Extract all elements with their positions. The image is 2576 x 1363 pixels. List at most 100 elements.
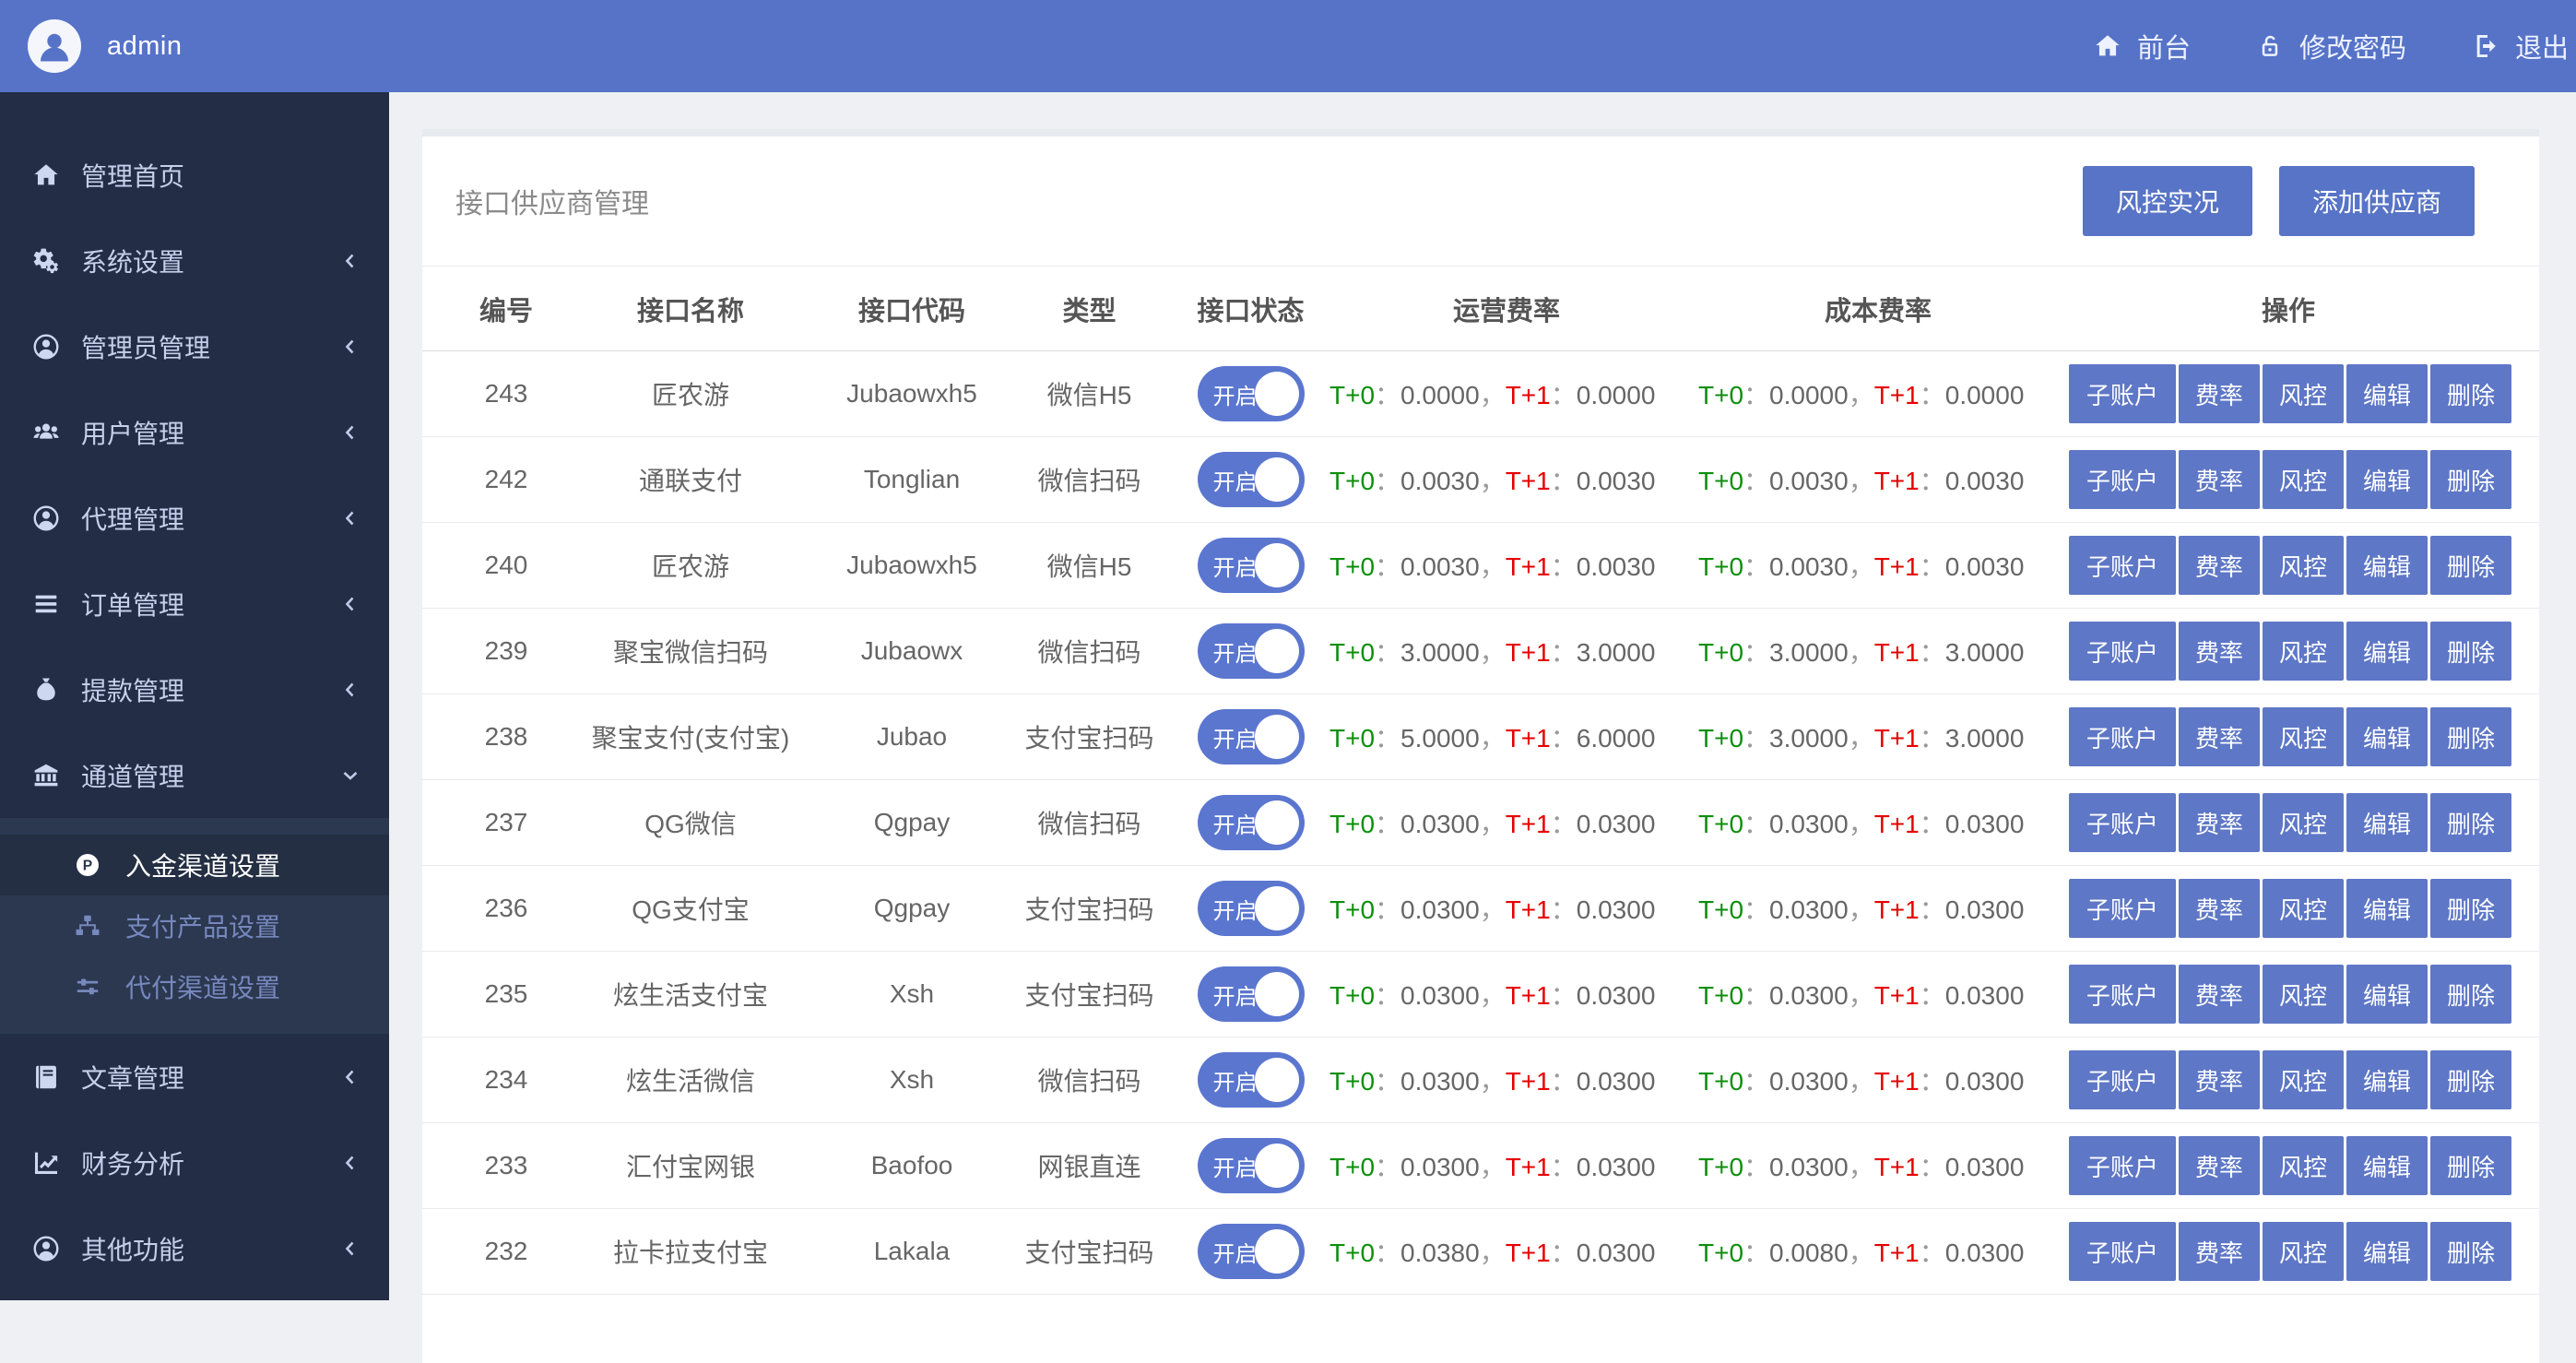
- actions-cell: 子账户 费率 风控 编辑 删除: [2065, 450, 2511, 509]
- interface-code: Tonglian: [863, 465, 961, 493]
- delete-button[interactable]: 删除: [2429, 1136, 2511, 1195]
- delete-button[interactable]: 删除: [2429, 707, 2511, 766]
- risk-control-button[interactable]: 风控: [2262, 965, 2344, 1024]
- risk-control-button[interactable]: 风控: [2262, 622, 2344, 681]
- edit-button[interactable]: 编辑: [2346, 1136, 2428, 1195]
- sidebar-item-channel-management[interactable]: 通道管理: [0, 732, 389, 818]
- sub-account-button[interactable]: 子账户: [2068, 1136, 2176, 1195]
- rate-button[interactable]: 费率: [2178, 707, 2260, 766]
- sidebar-item-admin-management[interactable]: 管理员管理: [0, 303, 389, 389]
- delete-button[interactable]: 删除: [2429, 364, 2511, 423]
- risk-control-button[interactable]: 风控: [2262, 536, 2344, 595]
- delete-button[interactable]: 删除: [2429, 450, 2511, 509]
- interface-type: 支付宝扫码: [1024, 724, 1154, 753]
- sub-account-button[interactable]: 子账户: [2068, 707, 2176, 766]
- rate-button[interactable]: 费率: [2178, 879, 2260, 938]
- status-toggle[interactable]: 开启: [1197, 709, 1305, 764]
- delete-button[interactable]: 删除: [2429, 965, 2511, 1024]
- risk-live-button[interactable]: 风控实况: [2082, 166, 2252, 236]
- sub-account-button[interactable]: 子账户: [2068, 364, 2176, 423]
- table-row: 239 聚宝微信扫码 Jubaowx 微信扫码 开启 T+0：3.0000，T+…: [422, 609, 2539, 694]
- sub-account-button[interactable]: 子账户: [2068, 622, 2176, 681]
- nav-frontend[interactable]: 前台: [2093, 27, 2191, 65]
- status-cell: 开启: [1179, 366, 1322, 421]
- sidebar-item-dashboard[interactable]: 管理首页: [0, 132, 389, 218]
- sidebar-subitem-deposit-channel[interactable]: P 入金渠道设置: [0, 835, 389, 895]
- chevron-left-icon: [339, 593, 361, 615]
- rate-button[interactable]: 费率: [2178, 1222, 2260, 1281]
- nav-logout-label: 退出: [2514, 34, 2569, 64]
- sidebar-item-order-management[interactable]: 订单管理: [0, 561, 389, 646]
- edit-button[interactable]: 编辑: [2346, 1222, 2428, 1281]
- interface-type: 支付宝扫码: [1024, 981, 1154, 1010]
- edit-button[interactable]: 编辑: [2346, 364, 2428, 423]
- sidebar-item-system-settings[interactable]: 系统设置: [0, 218, 389, 303]
- rate-button[interactable]: 费率: [2178, 622, 2260, 681]
- edit-button[interactable]: 编辑: [2346, 536, 2428, 595]
- sidebar-subitem-payment-product[interactable]: 支付产品设置: [0, 895, 389, 956]
- delete-button[interactable]: 删除: [2429, 879, 2511, 938]
- sub-account-button[interactable]: 子账户: [2068, 536, 2176, 595]
- edit-button[interactable]: 编辑: [2346, 793, 2428, 852]
- edit-button[interactable]: 编辑: [2346, 707, 2428, 766]
- status-toggle[interactable]: 开启: [1197, 366, 1305, 421]
- sidebar-item-user-management[interactable]: 用户管理: [0, 389, 389, 475]
- rate-button[interactable]: 费率: [2178, 1050, 2260, 1109]
- add-supplier-button[interactable]: 添加供应商: [2278, 166, 2475, 236]
- sidebar-subitem-payout-channel[interactable]: 代付渠道设置: [0, 956, 389, 1017]
- rate-button[interactable]: 费率: [2178, 965, 2260, 1024]
- nav-logout[interactable]: 退出: [2471, 27, 2569, 65]
- status-toggle[interactable]: 开启: [1197, 452, 1305, 507]
- sidebar-item-agent-management[interactable]: 代理管理: [0, 475, 389, 561]
- sub-account-button[interactable]: 子账户: [2068, 793, 2176, 852]
- rate-button[interactable]: 费率: [2178, 1136, 2260, 1195]
- delete-button[interactable]: 删除: [2429, 536, 2511, 595]
- sub-account-button[interactable]: 子账户: [2068, 1050, 2176, 1109]
- status-toggle[interactable]: 开启: [1197, 881, 1305, 936]
- risk-control-button[interactable]: 风控: [2262, 707, 2344, 766]
- edit-button[interactable]: 编辑: [2346, 879, 2428, 938]
- edit-button[interactable]: 编辑: [2346, 622, 2428, 681]
- sub-account-button[interactable]: 子账户: [2068, 450, 2176, 509]
- sidebar-item-other-functions[interactable]: 其他功能: [0, 1205, 389, 1291]
- delete-button[interactable]: 删除: [2429, 622, 2511, 681]
- sub-account-button[interactable]: 子账户: [2068, 1222, 2176, 1281]
- sidebar-item-finance-analysis[interactable]: 财务分析: [0, 1120, 389, 1205]
- sidebar-item-withdraw-management[interactable]: 提款管理: [0, 646, 389, 732]
- rate-button[interactable]: 费率: [2178, 450, 2260, 509]
- delete-button[interactable]: 删除: [2429, 793, 2511, 852]
- risk-control-button[interactable]: 风控: [2262, 450, 2344, 509]
- status-toggle[interactable]: 开启: [1197, 1052, 1305, 1108]
- interface-name: 匠农游: [651, 552, 729, 581]
- cost-rate-cell: T+0：0.0300，T+1：0.0300: [1698, 981, 2025, 1010]
- row-number: 238: [484, 722, 528, 751]
- risk-control-button[interactable]: 风控: [2262, 364, 2344, 423]
- delete-button[interactable]: 删除: [2429, 1050, 2511, 1109]
- status-toggle[interactable]: 开启: [1197, 623, 1305, 679]
- status-toggle[interactable]: 开启: [1197, 538, 1305, 593]
- col-header-name: 接口名称: [636, 296, 744, 326]
- sub-account-button[interactable]: 子账户: [2068, 965, 2176, 1024]
- risk-control-button[interactable]: 风控: [2262, 1136, 2344, 1195]
- status-toggle[interactable]: 开启: [1197, 966, 1305, 1022]
- status-toggle[interactable]: 开启: [1197, 1138, 1305, 1193]
- sidebar-item-article-management[interactable]: 文章管理: [0, 1034, 389, 1120]
- top-header: admin 前台 修改密码 退出: [0, 0, 2576, 92]
- sub-account-button[interactable]: 子账户: [2068, 879, 2176, 938]
- rate-button[interactable]: 费率: [2178, 364, 2260, 423]
- nav-change-password[interactable]: 修改密码: [2255, 27, 2406, 65]
- status-toggle[interactable]: 开启: [1197, 1224, 1305, 1279]
- edit-button[interactable]: 编辑: [2346, 1050, 2428, 1109]
- actions-cell: 子账户 费率 风控 编辑 删除: [2065, 1136, 2511, 1195]
- risk-control-button[interactable]: 风控: [2262, 1050, 2344, 1109]
- risk-control-button[interactable]: 风控: [2262, 879, 2344, 938]
- risk-control-button[interactable]: 风控: [2262, 1222, 2344, 1281]
- risk-control-button[interactable]: 风控: [2262, 793, 2344, 852]
- rate-button[interactable]: 费率: [2178, 793, 2260, 852]
- card-header: 接口供应商管理 风控实况 添加供应商: [422, 136, 2539, 267]
- edit-button[interactable]: 编辑: [2346, 450, 2428, 509]
- edit-button[interactable]: 编辑: [2346, 965, 2428, 1024]
- status-toggle[interactable]: 开启: [1197, 795, 1305, 850]
- rate-button[interactable]: 费率: [2178, 536, 2260, 595]
- delete-button[interactable]: 删除: [2429, 1222, 2511, 1281]
